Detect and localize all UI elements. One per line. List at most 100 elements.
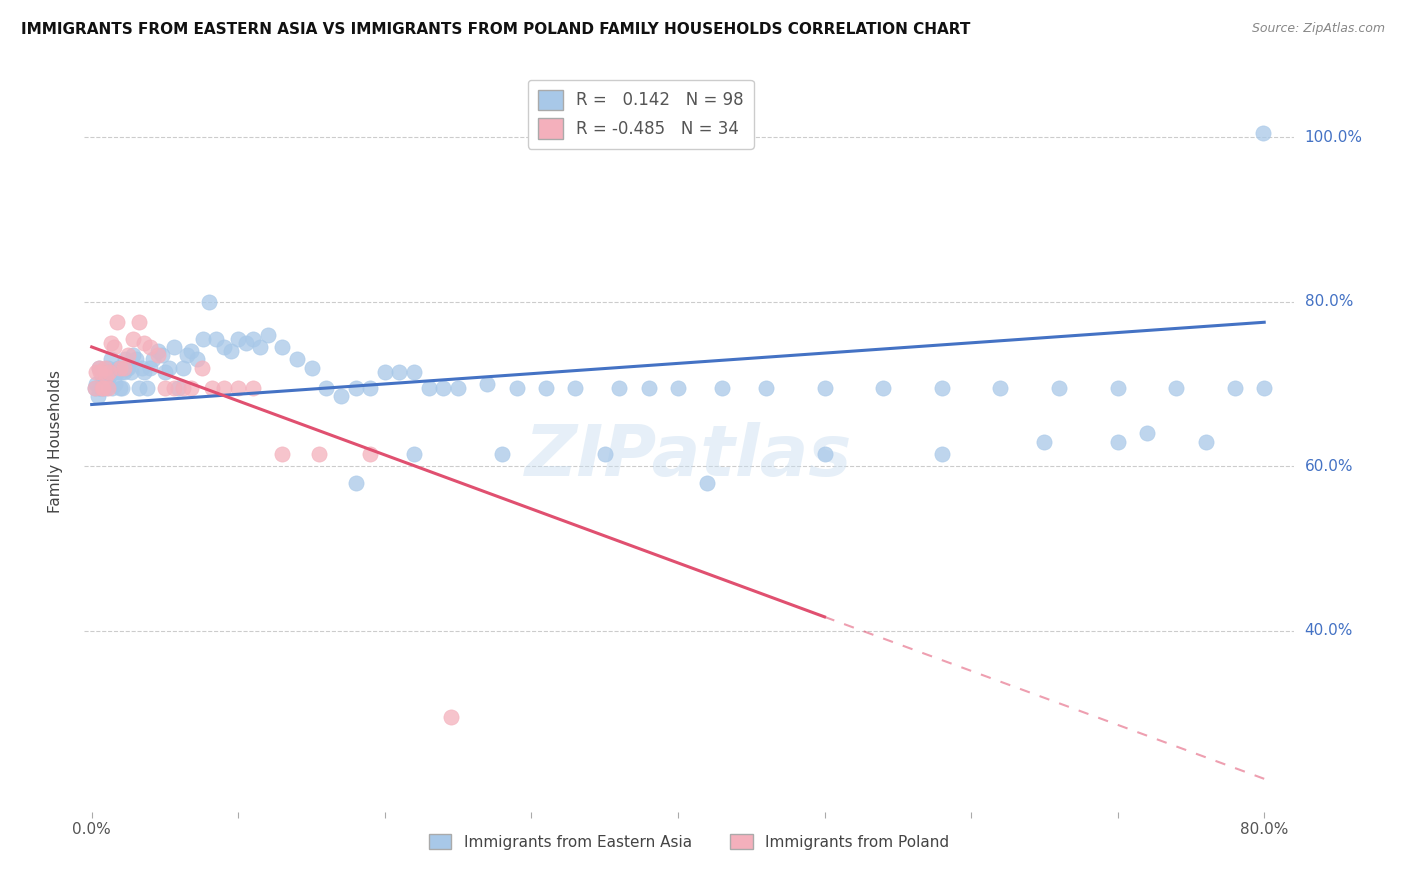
Point: [84, 376, 107, 391]
Point: [191, 332, 214, 346]
Point: [432, 381, 454, 395]
Point: [477, 376, 499, 391]
Text: IMMIGRANTS FROM EASTERN ASIA VS IMMIGRANTS FROM POLAND FAMILY HOUSEHOLDS CORRELA: IMMIGRANTS FROM EASTERN ASIA VS IMMIGRAN…: [21, 22, 970, 37]
Point: [136, 381, 159, 395]
Point: [108, 360, 131, 375]
Point: [94, 360, 117, 375]
Y-axis label: Family Households: Family Households: [48, 370, 63, 513]
Point: [447, 381, 470, 395]
Point: [98, 365, 121, 379]
Point: [87, 360, 110, 375]
Point: [388, 365, 411, 379]
Point: [139, 360, 162, 375]
Point: [87, 360, 110, 375]
Point: [105, 365, 128, 379]
Point: [146, 348, 169, 362]
Point: [110, 365, 132, 379]
Point: [813, 447, 835, 461]
Point: [205, 332, 228, 346]
Point: [176, 348, 198, 362]
Point: [212, 381, 235, 395]
Point: [93, 381, 115, 395]
Point: [404, 447, 426, 461]
Point: [931, 381, 953, 395]
Point: [103, 365, 125, 379]
Text: 40.0%: 40.0%: [1305, 624, 1353, 639]
Point: [91, 368, 114, 383]
Point: [150, 348, 173, 362]
Point: [121, 348, 143, 362]
Point: [128, 315, 150, 329]
Point: [167, 381, 190, 395]
Point: [91, 381, 114, 395]
Point: [97, 360, 120, 375]
Point: [344, 475, 367, 490]
Point: [491, 447, 513, 461]
Point: [1033, 434, 1056, 449]
Text: 60.0%: 60.0%: [1305, 458, 1353, 474]
Point: [1107, 434, 1129, 449]
Point: [593, 447, 616, 461]
Point: [1047, 381, 1070, 395]
Point: [696, 475, 718, 490]
Point: [301, 360, 323, 375]
Point: [124, 352, 146, 367]
Point: [1107, 381, 1129, 395]
Point: [97, 381, 120, 395]
Point: [117, 360, 139, 375]
Point: [249, 340, 271, 354]
Point: [104, 376, 127, 391]
Point: [1251, 126, 1274, 140]
Point: [120, 365, 142, 379]
Point: [534, 381, 557, 395]
Point: [146, 344, 169, 359]
Point: [112, 360, 135, 375]
Point: [1166, 381, 1188, 395]
Point: [114, 352, 136, 367]
Point: [1194, 434, 1216, 449]
Point: [226, 332, 249, 346]
Point: [271, 340, 294, 354]
Point: [404, 365, 426, 379]
Point: [198, 294, 221, 309]
Point: [190, 360, 212, 375]
Point: [89, 365, 111, 379]
Point: [285, 352, 308, 367]
Point: [329, 389, 352, 403]
Point: [121, 332, 143, 346]
Point: [96, 368, 118, 383]
Point: [142, 352, 165, 367]
Point: [105, 315, 128, 329]
Point: [755, 381, 778, 395]
Point: [359, 447, 381, 461]
Point: [212, 340, 235, 354]
Point: [813, 381, 835, 395]
Point: [115, 360, 138, 375]
Point: [271, 447, 294, 461]
Point: [153, 381, 176, 395]
Point: [374, 365, 396, 379]
Point: [186, 352, 208, 367]
Point: [344, 381, 367, 395]
Point: [134, 365, 156, 379]
Text: 100.0%: 100.0%: [1305, 129, 1362, 145]
Point: [131, 360, 153, 375]
Point: [235, 335, 257, 350]
Point: [117, 348, 139, 362]
Point: [96, 381, 118, 395]
Point: [84, 365, 107, 379]
Point: [1253, 381, 1275, 395]
Point: [111, 381, 134, 395]
Point: [564, 381, 586, 395]
Legend: Immigrants from Eastern Asia, Immigrants from Poland: Immigrants from Eastern Asia, Immigrants…: [422, 828, 956, 856]
Point: [710, 381, 733, 395]
Point: [256, 327, 278, 342]
Point: [440, 710, 463, 724]
Text: Source: ZipAtlas.com: Source: ZipAtlas.com: [1251, 22, 1385, 36]
Point: [666, 381, 689, 395]
Text: ZIPatlas: ZIPatlas: [526, 422, 852, 491]
Point: [1136, 426, 1159, 441]
Point: [93, 381, 115, 395]
Point: [163, 381, 186, 395]
Point: [180, 381, 202, 395]
